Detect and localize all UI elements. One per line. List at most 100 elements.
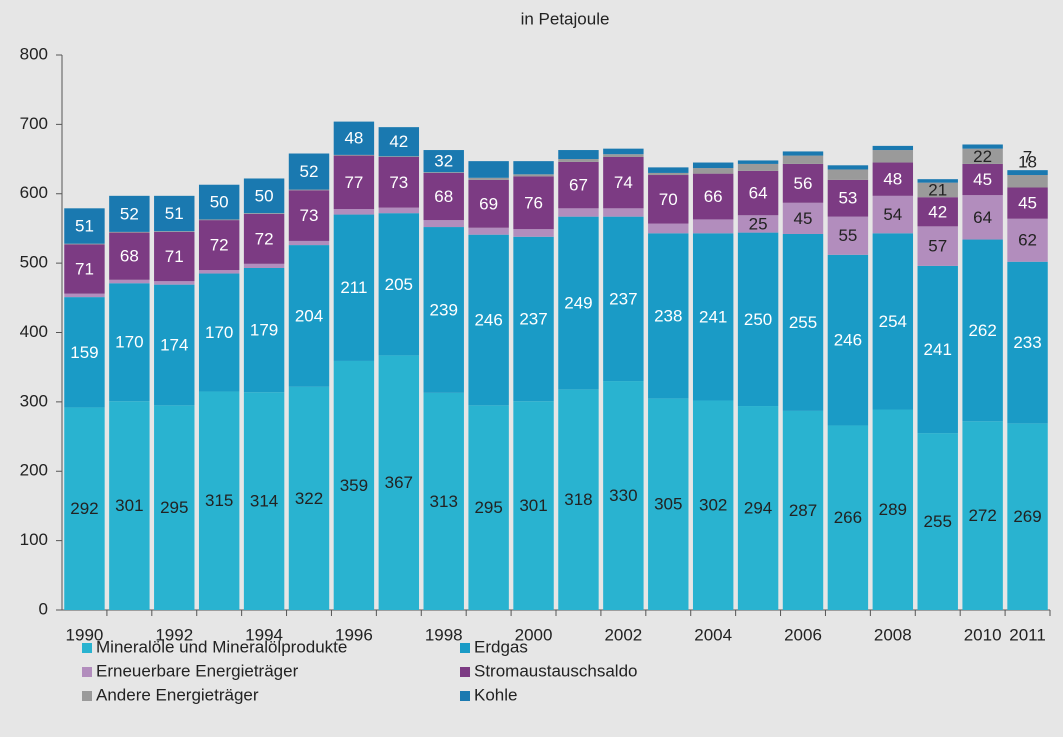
bar-segment	[288, 245, 330, 387]
legend-swatch	[460, 691, 470, 701]
bar-segment	[423, 172, 464, 221]
bar-segment	[243, 263, 285, 268]
bar-segment	[558, 159, 599, 162]
bar-segment	[198, 391, 240, 610]
bar-segment	[917, 226, 958, 266]
bar-segment	[64, 297, 105, 408]
bar-segment	[333, 154, 375, 156]
bar-segment	[558, 389, 599, 610]
data-label: 305	[654, 495, 682, 514]
data-label: 301	[115, 496, 143, 515]
bar-segment	[737, 160, 779, 164]
bar-segment	[558, 150, 599, 160]
bar-segment	[603, 381, 644, 610]
bar-segment	[288, 189, 330, 191]
bar-segment	[243, 267, 285, 393]
bar-segment	[378, 213, 420, 356]
data-label: 77	[344, 173, 363, 192]
bar-segment	[109, 279, 150, 284]
bar-segment	[288, 240, 330, 246]
x-tick-label: 1998	[425, 625, 463, 644]
bar-segment	[1007, 175, 1048, 188]
data-label: 237	[519, 309, 547, 328]
bar-segment	[1007, 187, 1048, 219]
bar-segment	[962, 239, 1003, 422]
bar-segment	[333, 209, 375, 215]
bar-segment	[64, 208, 105, 244]
bar-segment	[872, 233, 914, 410]
bar-segment	[109, 195, 150, 232]
bar-segment	[782, 155, 824, 164]
bar-segment	[333, 121, 375, 155]
chart-subtitle: in Petajoule	[521, 9, 610, 28]
data-label: 70	[659, 190, 678, 209]
bar-segment	[1007, 423, 1048, 610]
bar-segment	[962, 163, 1003, 196]
data-label: 246	[834, 331, 862, 350]
y-tick-label: 0	[39, 599, 48, 618]
data-label: 211	[340, 278, 367, 297]
data-label: 51	[165, 204, 184, 223]
bar-segment	[513, 161, 554, 175]
bar-segment	[288, 190, 330, 241]
data-label: 68	[434, 187, 453, 206]
data-label: 330	[609, 486, 637, 505]
bar-segment	[603, 154, 644, 157]
bar-segment	[468, 227, 509, 235]
data-label: 69	[479, 194, 498, 213]
data-label: 32	[434, 152, 453, 171]
data-label: 64	[973, 208, 992, 227]
x-tick-label: 2004	[694, 625, 732, 644]
bar-segment	[648, 398, 689, 610]
bar-segment	[109, 283, 150, 402]
data-label: 302	[699, 496, 727, 515]
x-tick-label: 1996	[335, 625, 373, 644]
bar-segment	[378, 156, 420, 157]
data-label: 66	[704, 187, 723, 206]
bar-segment	[468, 234, 509, 406]
bar-segment	[692, 173, 734, 220]
data-label: 55	[838, 226, 857, 245]
data-label: 262	[968, 321, 996, 340]
bar-segment	[333, 214, 375, 361]
y-tick-label: 300	[20, 391, 48, 410]
data-label: 295	[160, 498, 188, 517]
data-label: 204	[295, 306, 323, 325]
bar-segment	[288, 386, 330, 610]
bar-segment	[468, 179, 509, 228]
y-tick-label: 700	[20, 114, 48, 133]
bar-segment	[513, 176, 554, 230]
data-label: 313	[430, 492, 458, 511]
data-label: 301	[519, 496, 547, 515]
bar-segment	[378, 156, 420, 208]
bar-segment	[154, 231, 195, 282]
bar-segment	[154, 405, 195, 610]
data-label: 241	[699, 307, 727, 326]
data-label: 174	[160, 335, 188, 354]
data-label: 52	[300, 162, 319, 181]
y-tick-label: 800	[20, 44, 48, 63]
data-label: 51	[75, 216, 94, 235]
y-tick-label: 400	[20, 322, 48, 341]
bar-segment	[198, 219, 240, 221]
data-label: 295	[474, 498, 502, 517]
data-label: 170	[115, 333, 143, 352]
bar-segment	[468, 405, 509, 610]
bar-segment	[782, 151, 824, 156]
data-label: 294	[744, 499, 772, 518]
data-label: 179	[250, 321, 278, 340]
data-label: 289	[879, 500, 907, 519]
bar-segment	[109, 401, 150, 610]
bar-segment	[782, 410, 824, 610]
bar-segment	[648, 167, 689, 173]
data-label: 72	[210, 236, 229, 255]
data-label: 272	[968, 506, 996, 525]
bar-segment	[782, 233, 824, 411]
data-label: 237	[609, 289, 637, 308]
x-tick-label: 2006	[784, 625, 822, 644]
bar-segment	[154, 195, 195, 232]
data-label: 73	[389, 173, 408, 192]
data-label: 250	[744, 310, 772, 329]
data-label: 170	[205, 323, 233, 342]
data-label: 48	[883, 170, 902, 189]
